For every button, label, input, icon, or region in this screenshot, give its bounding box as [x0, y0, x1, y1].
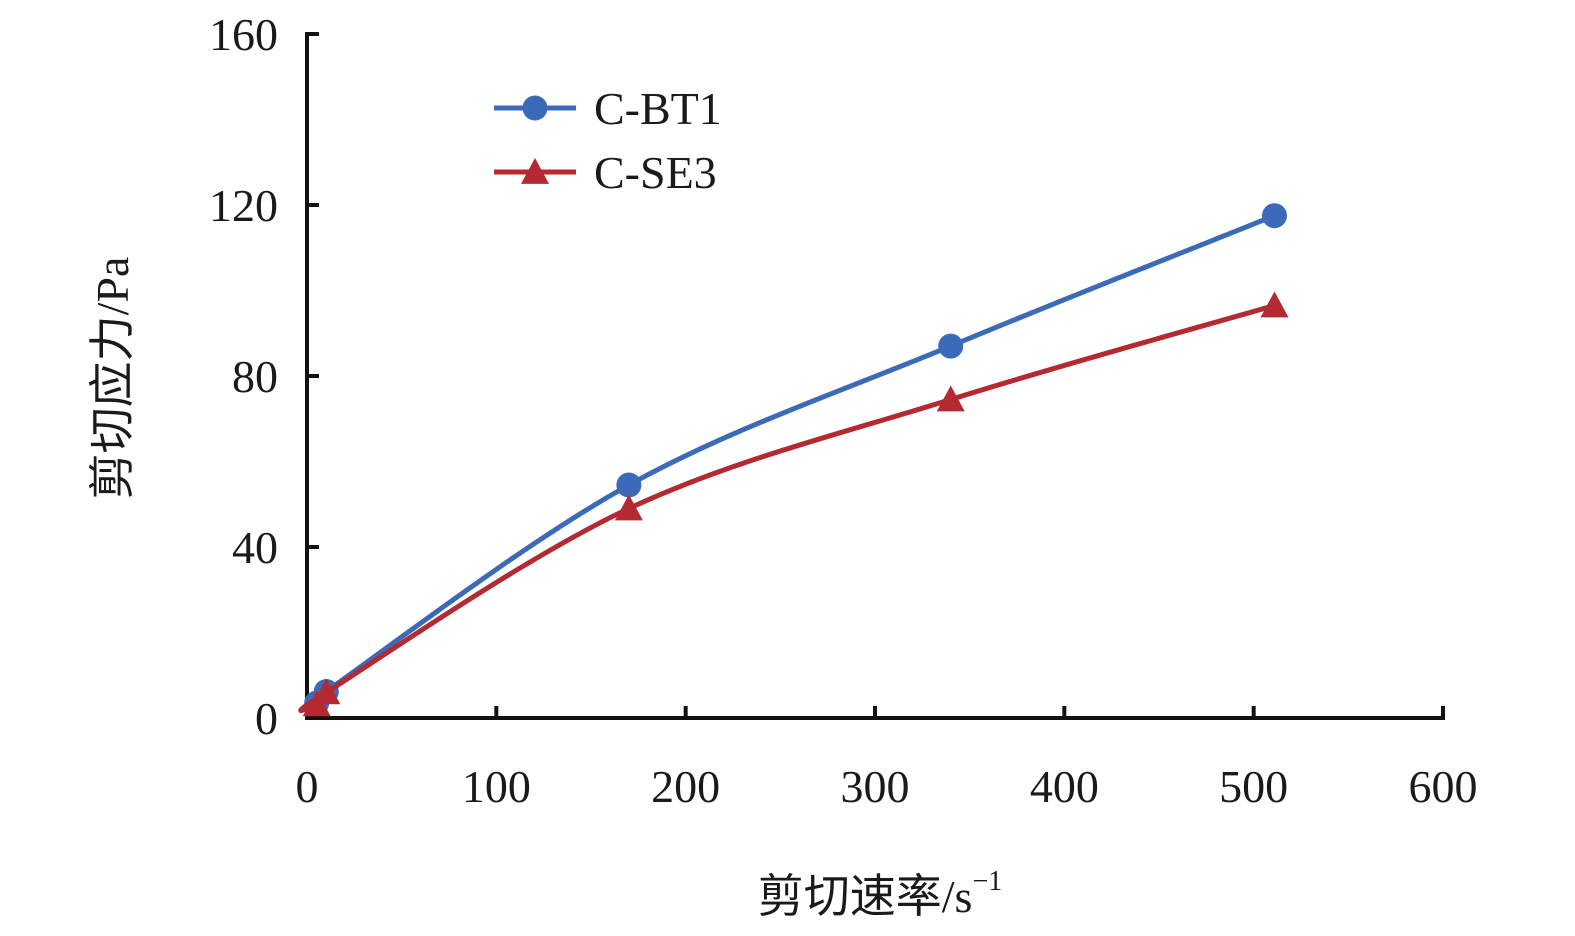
- data-point: [936, 385, 965, 412]
- x-axis-label-text: 剪切速率/s: [758, 871, 973, 922]
- legend-marker: [521, 158, 549, 184]
- legend-item-c-bt1: C-BT1: [494, 83, 722, 134]
- data-point: [614, 494, 643, 521]
- legend-label: C-SE3: [594, 147, 717, 198]
- x-tick-label: 500: [1219, 761, 1288, 812]
- x-tick-label: 0: [296, 761, 319, 812]
- x-tick-label: 400: [1030, 761, 1099, 812]
- data-point: [616, 472, 642, 498]
- y-tick-label: 160: [209, 9, 278, 60]
- x-tick-label: 100: [462, 761, 531, 812]
- x-tick-label: 600: [1409, 761, 1478, 812]
- y-axis-label: 剪切应力/Pa: [87, 257, 138, 500]
- axes: 0 40 80 120 160 0 100 200 300 400 500 600: [209, 9, 1478, 812]
- data-point: [1261, 203, 1287, 229]
- legend-item-c-se3: C-SE3: [494, 147, 717, 198]
- series-line: [298, 213, 1277, 714]
- y-tick-label: 40: [232, 522, 278, 573]
- y-tick-label: 120: [209, 180, 278, 231]
- data-point: [312, 678, 341, 705]
- x-tick-label: 300: [841, 761, 910, 812]
- y-tick-label: 0: [255, 693, 278, 744]
- data-point: [938, 333, 964, 359]
- series-layer: [298, 203, 1289, 717]
- y-tick-label: 80: [232, 351, 278, 402]
- x-tick-label: 200: [651, 761, 720, 812]
- series-c-bt1: [298, 203, 1287, 716]
- series-c-se3: [298, 291, 1289, 717]
- x-axis-label: 剪切速率/s−1: [758, 866, 1002, 922]
- legend: C-BT1 C-SE3: [494, 83, 722, 198]
- legend-label: C-BT1: [594, 83, 722, 134]
- x-axis-label-superscript: −1: [972, 866, 1002, 897]
- legend-marker: [522, 95, 548, 121]
- series-line: [298, 302, 1277, 713]
- data-point: [1260, 291, 1289, 318]
